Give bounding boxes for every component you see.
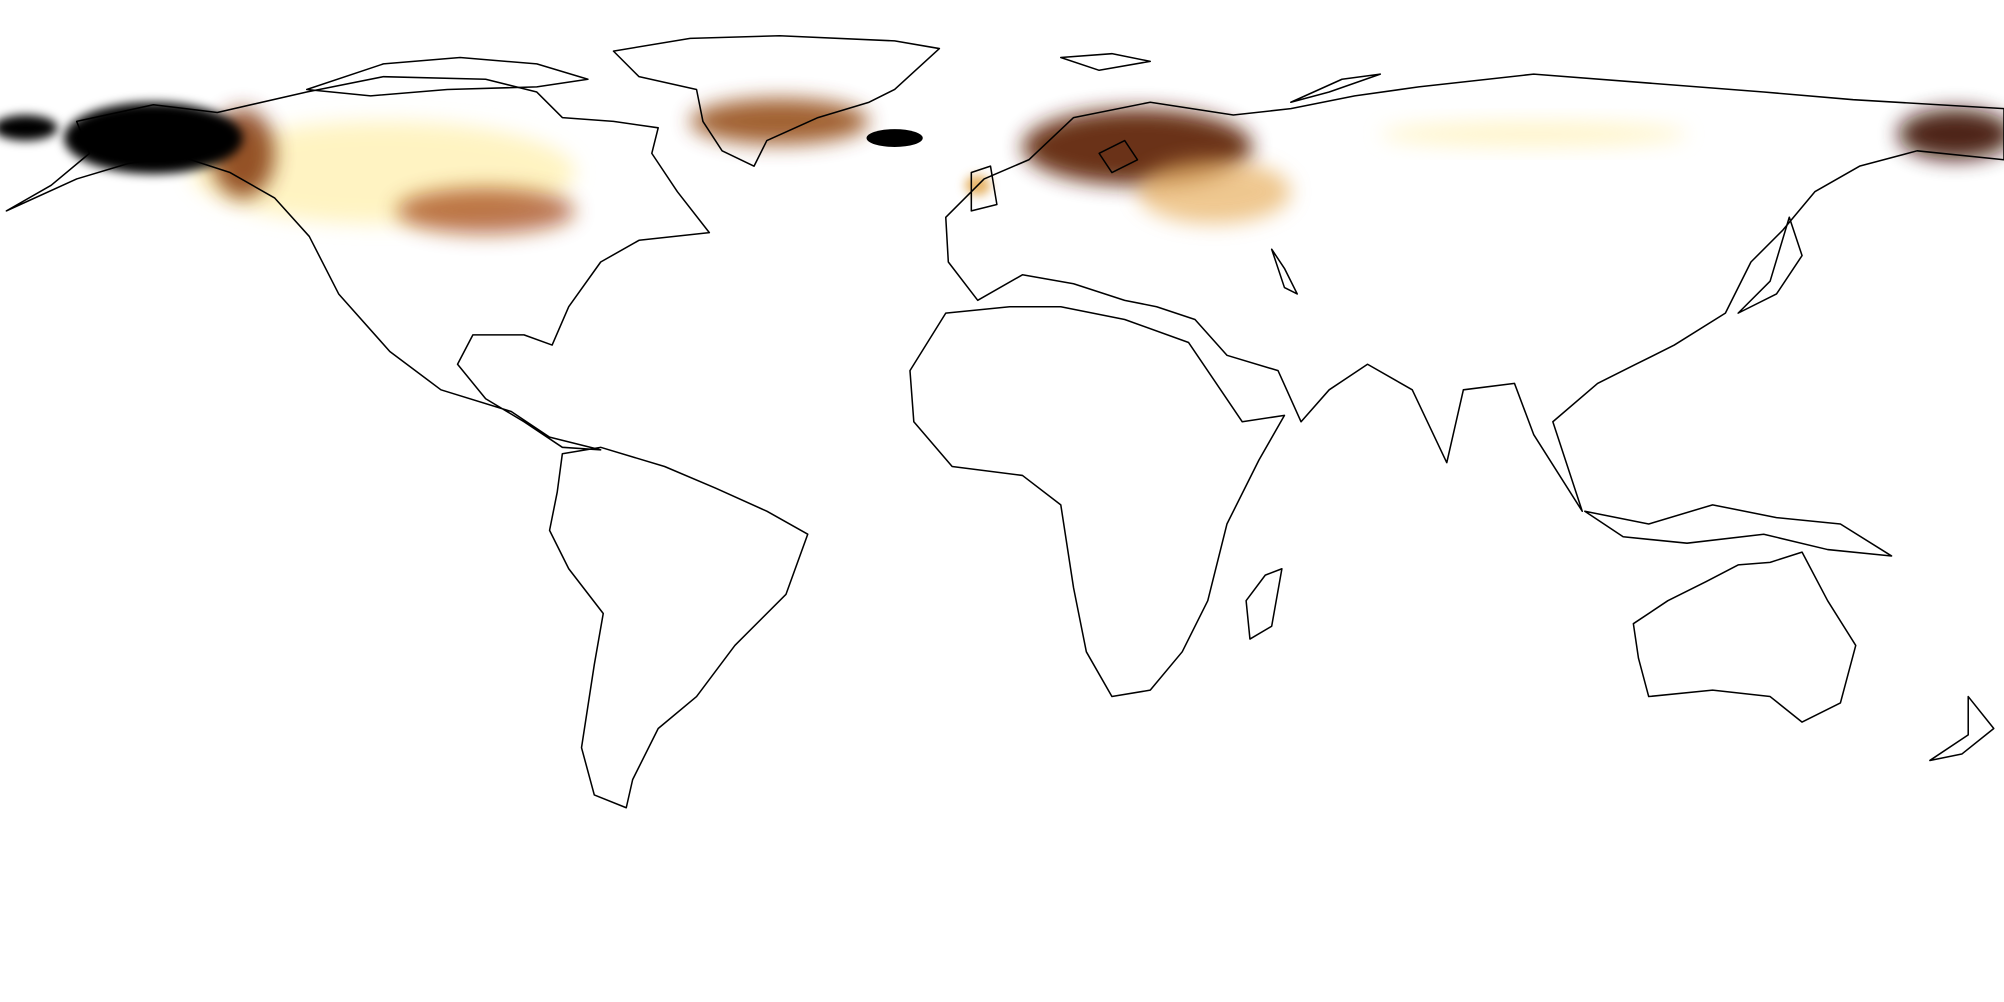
heat-alaska-west <box>0 115 58 141</box>
indonesia <box>1584 504 1893 557</box>
svalbard <box>1060 52 1152 72</box>
caspian <box>1270 248 1298 295</box>
heat-alaska <box>63 102 243 174</box>
heat-canada-core <box>396 187 576 234</box>
africa <box>909 305 1286 698</box>
heat-siberia <box>1380 121 1688 147</box>
coastlines <box>5 35 2004 809</box>
new-zealand <box>1929 695 1995 762</box>
heat-russia <box>1137 159 1291 224</box>
madagascar <box>1245 567 1283 640</box>
baltic <box>1098 139 1139 174</box>
novaya-zemlya <box>1290 73 1382 104</box>
heat-layer <box>0 98 2004 234</box>
australia <box>1632 551 1857 723</box>
heat-east-siberia <box>1897 108 2004 160</box>
heat-iceland <box>866 129 923 147</box>
uk <box>970 165 998 212</box>
north-america <box>5 75 711 451</box>
arctic-islands <box>305 56 589 97</box>
greenland <box>612 35 941 167</box>
eurasia <box>944 73 2004 512</box>
heat-greenland <box>690 98 870 145</box>
japan <box>1737 216 1803 314</box>
south-america <box>548 446 809 809</box>
